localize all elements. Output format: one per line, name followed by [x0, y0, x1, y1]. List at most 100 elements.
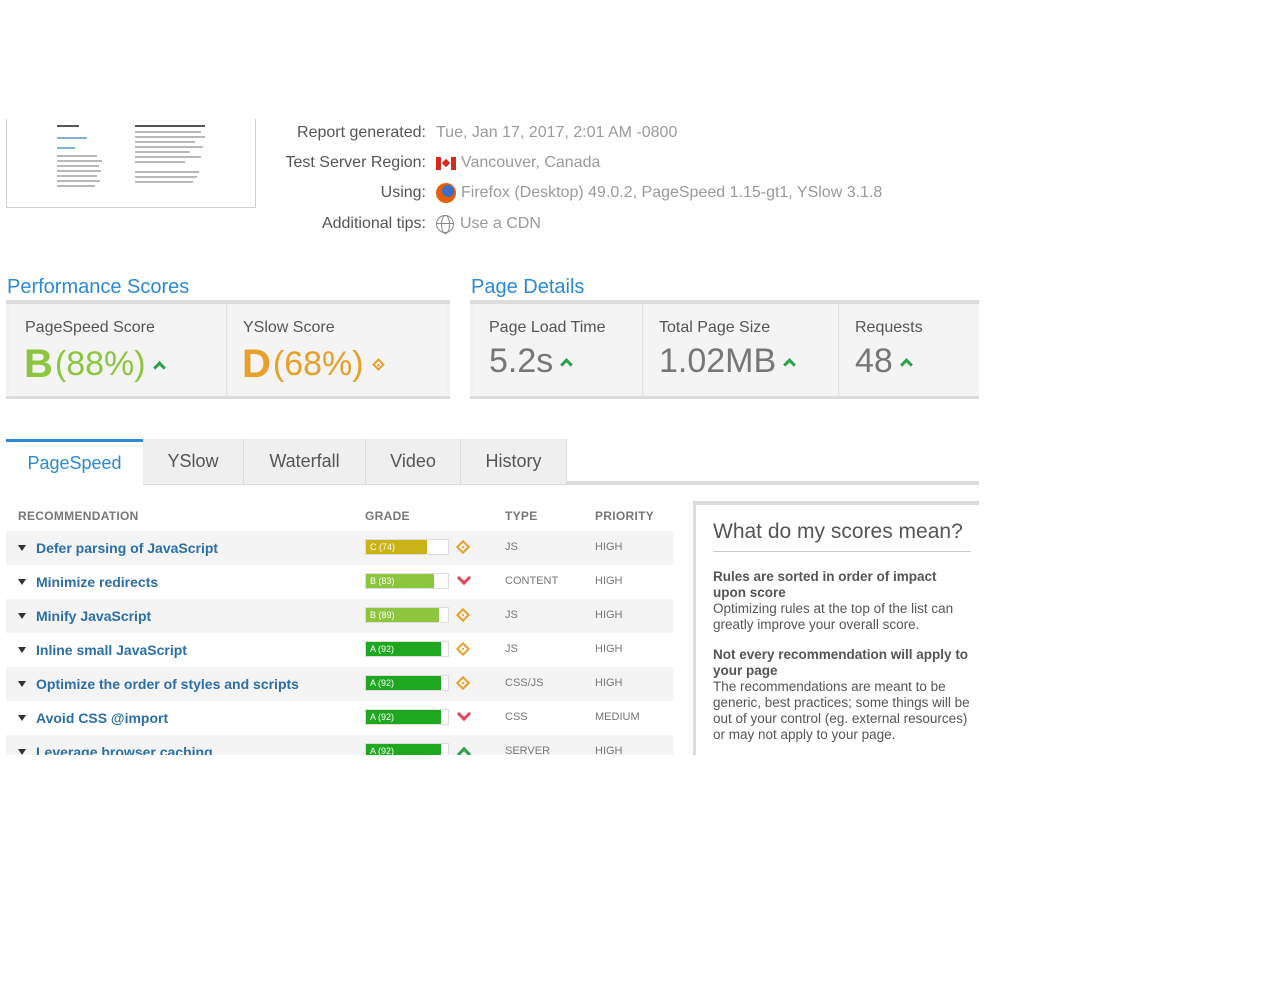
recommendation-type: JS [505, 609, 518, 621]
recommendation-row[interactable]: Minimize redirects B (83) CONTENT HIGH [6, 565, 673, 599]
grade-bar-fill: A (92) [366, 710, 442, 724]
report-generated-row: Report generated: Tue, Jan 17, 2017, 2:0… [0, 120, 1000, 146]
tab-pagespeed[interactable]: PageSpeed [6, 439, 143, 485]
pagespeed-grade: B [24, 342, 53, 386]
recommendation-row[interactable]: Inline small JavaScript A (92) JS HIGH [6, 633, 673, 667]
total-page-size-card: Total Page Size 1.02MB [644, 304, 839, 396]
using-label: Using: [380, 184, 426, 201]
grade-bar: B (83) [365, 573, 449, 589]
grade-bar: A (92) [365, 743, 449, 755]
page-details-title: Page Details [471, 276, 585, 298]
neutral-diamond-icon [455, 607, 471, 623]
grade-bar-fill: B (83) [366, 574, 435, 588]
recommendation-priority: MEDIUM [595, 711, 640, 723]
test-region-label: Test Server Region: [285, 154, 426, 171]
using-row: Using: Firefox (Desktop) 49.0.2, PageSpe… [0, 180, 1000, 206]
report-tabs: PageSpeed YSlow Waterfall Video History [6, 439, 567, 485]
recommendation-row[interactable]: Optimize the order of styles and scripts… [6, 667, 673, 701]
expand-caret-icon[interactable] [18, 579, 26, 585]
priority-header: PRIORITY [595, 509, 655, 523]
recommendation-row[interactable]: Minify JavaScript B (89) JS HIGH [6, 599, 673, 633]
tab-video[interactable]: Video [366, 439, 461, 484]
requests-value: 48 [855, 342, 893, 380]
recommendation-type: JS [505, 643, 518, 655]
trend-up-icon [458, 746, 468, 755]
recommendation-name[interactable]: Defer parsing of JavaScript [36, 540, 219, 556]
trend-up-icon [154, 360, 164, 370]
recommendation-priority: HIGH [595, 609, 623, 621]
grade-bar: B (89) [365, 607, 449, 623]
page-load-time-label: Page Load Time [489, 319, 606, 336]
recommendation-priority: HIGH [595, 541, 623, 553]
test-region-value: Vancouver, Canada [461, 154, 601, 171]
tab-history[interactable]: History [461, 439, 567, 484]
requests-card: Requests 48 [840, 304, 979, 396]
report-generated-label: Report generated: [297, 124, 426, 141]
yslow-score-label: YSlow Score [243, 319, 335, 336]
recommendation-row[interactable]: Leverage browser caching A (92) SERVER HIGH [6, 735, 673, 755]
recommendation-row[interactable]: Avoid CSS @import A (92) CSS MEDIUM [6, 701, 673, 735]
recommendation-row[interactable]: Defer parsing of JavaScript C (74) JS HIGH [6, 531, 673, 565]
recommendation-name[interactable]: Leverage browser caching [36, 744, 213, 755]
use-cdn-tip-link[interactable]: Use a CDN [460, 215, 541, 232]
recommendation-name[interactable]: Optimize the order of styles and scripts [36, 676, 299, 692]
grade-bar-fill: B (89) [366, 608, 439, 622]
firefox-icon [436, 183, 456, 203]
scores-help-panel: What do my scores mean? Rules are sorted… [693, 501, 979, 755]
recommendation-name[interactable]: Minimize redirects [36, 574, 159, 590]
neutral-diamond-icon [455, 675, 471, 691]
scores-help-title: What do my scores mean? [713, 520, 963, 543]
using-value: Firefox (Desktop) 49.0.2, PageSpeed 1.15… [461, 184, 883, 201]
grade-bar: A (92) [365, 641, 449, 657]
recommendation-list: Defer parsing of JavaScript C (74) JS HIGH M… [6, 531, 673, 755]
report-generated-value: Tue, Jan 17, 2017, 2:01 AM -0800 [436, 124, 678, 141]
grade-header: GRADE [365, 509, 410, 523]
pagespeed-percent: (88%) [54, 345, 146, 383]
grade-bar: C (74) [365, 539, 449, 555]
scores-help-heading-1: Rules are sorted in order of impact upon… [713, 569, 937, 600]
test-region-row: Test Server Region: Vancouver, Canada [0, 150, 1000, 176]
tab-yslow[interactable]: YSlow [143, 439, 244, 484]
expand-caret-icon[interactable] [18, 647, 26, 653]
tab-waterfall[interactable]: Waterfall [244, 439, 366, 484]
recommendation-priority: HIGH [595, 575, 623, 587]
total-page-size-label: Total Page Size [659, 319, 771, 336]
type-header: TYPE [505, 509, 538, 523]
globe-icon [436, 215, 454, 234]
scores-help-heading-2: Not every recommendation will apply to y… [713, 647, 969, 678]
recommendation-type: JS [505, 541, 518, 553]
performance-scores-panel: PageSpeed Score B (88%) YSlow Score D (6… [6, 300, 450, 399]
trend-down-icon [458, 712, 468, 722]
recommendation-header: RECOMMENDATION [18, 509, 139, 523]
divider [713, 551, 971, 552]
recommendation-priority: HIGH [595, 745, 623, 755]
grade-bar-fill: A (92) [366, 642, 442, 656]
trend-down-icon [458, 576, 468, 586]
neutral-diamond-icon [455, 539, 471, 555]
recommendation-type: SERVER [505, 745, 551, 755]
recommendation-type: CSS/JS [505, 677, 544, 689]
page-load-time-card: Page Load Time 5.2s [473, 304, 643, 396]
pagespeed-score-label: PageSpeed Score [25, 319, 155, 336]
scores-help-text-2: The recommendations are meant to be gene… [713, 679, 970, 742]
grade-bar: A (92) [365, 675, 449, 691]
page-screenshot-thumbnail[interactable] [6, 119, 256, 208]
expand-caret-icon[interactable] [18, 545, 26, 551]
expand-caret-icon[interactable] [18, 715, 26, 721]
canada-flag-icon [436, 156, 456, 170]
total-page-size-value: 1.02MB [659, 342, 777, 380]
recommendation-name[interactable]: Inline small JavaScript [36, 642, 187, 658]
pagespeed-score-card: PageSpeed Score B (88%) [10, 304, 227, 396]
grade-bar-fill: A (92) [366, 744, 442, 755]
expand-caret-icon[interactable] [18, 749, 26, 755]
trend-up-icon [784, 357, 794, 367]
yslow-score-card: YSlow Score D (68%) [228, 304, 446, 396]
expand-caret-icon[interactable] [18, 681, 26, 687]
requests-label: Requests [855, 319, 923, 336]
recommendation-priority: HIGH [595, 643, 623, 655]
recommendation-name[interactable]: Avoid CSS @import [36, 710, 169, 726]
recommendation-name[interactable]: Minify JavaScript [36, 608, 152, 624]
expand-caret-icon[interactable] [18, 613, 26, 619]
neutral-diamond-icon [455, 641, 471, 657]
recommendation-type: CSS [505, 711, 528, 723]
